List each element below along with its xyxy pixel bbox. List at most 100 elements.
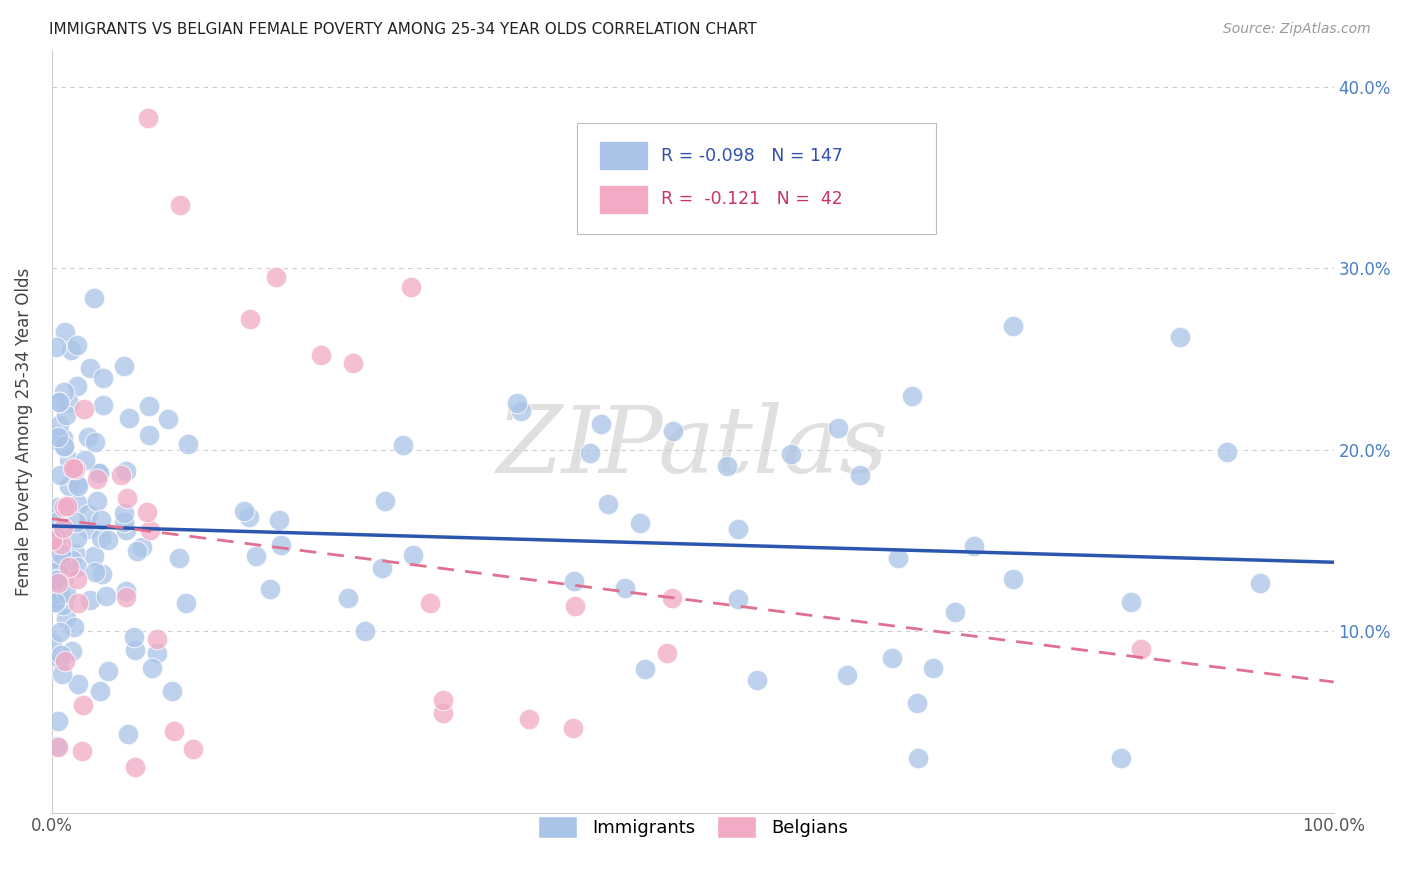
Immigrants [49, 556, 72, 570]
Immigrants [41, 559, 63, 574]
Immigrants [66, 531, 89, 545]
Immigrants [117, 727, 139, 741]
Immigrants [628, 516, 651, 530]
Immigrants [83, 549, 105, 564]
Immigrants [1001, 572, 1024, 586]
Immigrants [1119, 595, 1142, 609]
Immigrants [52, 598, 75, 612]
Belgians [86, 472, 108, 486]
Belgians [56, 499, 79, 513]
Immigrants [97, 533, 120, 547]
Immigrants [66, 476, 89, 491]
Immigrants [1249, 575, 1271, 590]
Belgians [53, 654, 76, 668]
Immigrants [41, 635, 63, 649]
Immigrants [66, 559, 89, 574]
Immigrants [371, 561, 394, 575]
Immigrants [374, 493, 396, 508]
Immigrants [46, 514, 69, 528]
Immigrants [780, 447, 803, 461]
Bar [599, 185, 648, 214]
Immigrants [579, 446, 602, 460]
Immigrants [49, 652, 72, 666]
Immigrants [45, 340, 67, 354]
Immigrants [124, 642, 146, 657]
Immigrants [83, 291, 105, 305]
Belgians [46, 576, 69, 591]
Text: IMMIGRANTS VS BELGIAN FEMALE POVERTY AMONG 25-34 YEAR OLDS CORRELATION CHART: IMMIGRANTS VS BELGIAN FEMALE POVERTY AMO… [49, 22, 756, 37]
Belgians [46, 740, 69, 755]
Belgians [561, 721, 583, 735]
Immigrants [921, 661, 943, 675]
Belgians [58, 560, 80, 574]
Immigrants [827, 421, 849, 435]
Immigrants [662, 424, 685, 438]
Immigrants [67, 677, 90, 691]
Immigrants [48, 395, 70, 409]
Immigrants [48, 587, 70, 601]
Belgians [73, 402, 96, 417]
Belgians [66, 573, 89, 587]
Immigrants [46, 739, 69, 753]
Belgians [136, 111, 159, 125]
Immigrants [86, 493, 108, 508]
Immigrants [162, 684, 184, 698]
Belgians [1130, 642, 1153, 657]
Immigrants [1109, 751, 1132, 765]
Immigrants [77, 430, 100, 444]
Immigrants [77, 507, 100, 521]
Immigrants [44, 434, 66, 448]
Immigrants [614, 581, 637, 595]
Immigrants [46, 564, 69, 578]
Immigrants [90, 531, 112, 545]
Immigrants [58, 479, 80, 493]
Belgians [72, 698, 94, 713]
Immigrants [115, 524, 138, 538]
Immigrants [52, 439, 75, 453]
Immigrants [73, 453, 96, 467]
Immigrants [115, 464, 138, 478]
Immigrants [51, 666, 73, 681]
Immigrants [90, 513, 112, 527]
Immigrants [169, 550, 191, 565]
Immigrants [83, 565, 105, 579]
Immigrants [49, 467, 72, 482]
Belgians [169, 198, 191, 212]
Belgians [49, 537, 72, 551]
Immigrants [337, 591, 360, 605]
Immigrants [112, 506, 135, 520]
Immigrants [60, 643, 83, 657]
Immigrants [745, 673, 768, 687]
Immigrants [65, 338, 87, 352]
Immigrants [849, 467, 872, 482]
Immigrants [963, 539, 986, 553]
Immigrants [66, 497, 89, 511]
Immigrants [887, 550, 910, 565]
Immigrants [55, 586, 77, 600]
Immigrants [270, 538, 292, 552]
Belgians [62, 460, 84, 475]
Immigrants [48, 418, 70, 433]
Text: Source: ZipAtlas.com: Source: ZipAtlas.com [1223, 22, 1371, 37]
Belgians [564, 599, 586, 613]
Immigrants [44, 595, 66, 609]
Immigrants [392, 438, 415, 452]
Immigrants [45, 531, 67, 545]
Immigrants [66, 379, 89, 393]
Immigrants [124, 630, 146, 644]
FancyBboxPatch shape [578, 123, 936, 234]
Immigrants [66, 479, 89, 493]
Immigrants [89, 466, 111, 480]
Immigrants [269, 513, 291, 527]
Belgians [162, 723, 184, 738]
Belgians [399, 279, 422, 293]
Immigrants [52, 521, 75, 535]
Immigrants [1168, 330, 1191, 344]
Immigrants [48, 395, 70, 409]
Immigrants [156, 412, 179, 426]
Immigrants [53, 440, 76, 454]
Belgians [66, 596, 89, 610]
Y-axis label: Female Poverty Among 25-34 Year Olds: Female Poverty Among 25-34 Year Olds [15, 268, 32, 596]
Immigrants [52, 571, 75, 585]
Immigrants [53, 385, 76, 400]
